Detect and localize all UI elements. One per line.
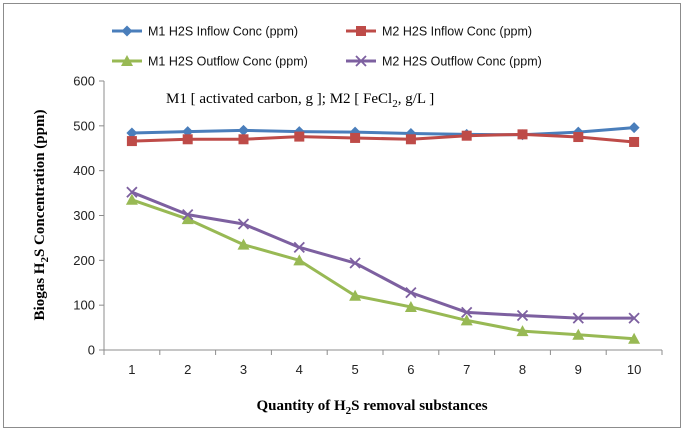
x-tick-label: 8 [519,362,526,377]
legend-label: M1 H2S Inflow Conc (ppm) [148,25,298,39]
x-tick-label: 6 [407,362,414,377]
legend-label: M2 H2S Outflow Conc (ppm) [382,55,542,69]
legend-marker [121,25,133,37]
data-point [516,309,529,322]
legend: M1 H2S Inflow Conc (ppm) M2 H2S Inflow Co… [112,25,542,69]
legend-marker [356,26,366,36]
data-point [516,325,529,337]
y-tick-label: 400 [73,163,95,178]
x-tick-label: 4 [296,362,303,377]
data-point [349,289,362,301]
legend-item: M1 H2S Outflow Conc (ppm) [112,55,308,69]
data-point [572,328,585,340]
data-point [461,306,473,318]
legend-label: M2 H2S Inflow Conc (ppm) [382,25,532,39]
axes: 0 100 200 300 400 500 600 1 2 3 4 5 6 7 8 9 10 [73,74,663,377]
chart-annotation: M1 [ activated carbon, g ]; M2 [ FeCl2, … [166,91,434,110]
series-line [131,198,635,341]
legend-label: M1 H2S Outflow Conc (ppm) [148,55,308,69]
legend-item: M2 H2S Outflow Conc (ppm) [346,55,542,69]
data-point [628,332,641,344]
chart-frame [3,3,681,428]
data-point [628,122,640,134]
series-line [131,132,635,144]
x-tick-label: 7 [463,362,470,377]
data-point [237,218,250,230]
series-4 [126,186,640,324]
y-tick-label: 300 [73,208,95,223]
data-point [460,314,473,326]
x-tick-label: 1 [128,362,135,377]
x-axis-title: Quantity of H2S removal substances [256,398,487,417]
data-point [181,213,194,225]
data-point [572,312,584,324]
data-point [294,131,305,142]
y-axis-title: Biogas H2S Concentration (ppm) [32,110,51,321]
series-line [131,190,635,320]
data-point [293,241,305,253]
data-point [238,134,249,145]
data-point [405,286,417,299]
data-point [404,300,417,312]
data-point [349,257,361,269]
data-point [350,132,361,143]
legend-marker [121,55,133,66]
x-tick-label: 9 [575,362,582,377]
legend-item: M1 H2S Inflow Conc (ppm) [112,25,298,39]
data-point [573,132,584,143]
data-point [405,134,416,145]
y-tick-label: 600 [73,74,95,89]
data-point [126,127,138,139]
data-point [461,130,472,141]
series-line [131,126,635,137]
y-tick-label: 200 [73,253,95,268]
data-point [126,186,138,198]
y-tick-label: 0 [88,343,95,358]
data-point [237,238,250,250]
x-tick-label: 3 [240,362,247,377]
series-3 [125,193,641,344]
data-point [182,134,193,145]
y-tick-label: 500 [73,118,95,133]
data-point [126,136,137,147]
data-point [517,129,528,140]
data-point [293,254,306,266]
data-point [238,124,249,136]
legend-item: M2 H2S Inflow Conc (ppm) [346,25,532,39]
y-tick-label: 100 [73,298,95,313]
data-point [182,208,194,221]
legend-marker [355,55,367,67]
x-tick-label: 2 [184,362,191,377]
x-tick-label: 10 [627,362,641,377]
data-point [628,312,640,324]
plot-area [125,122,641,344]
data-point [629,136,640,147]
data-point [125,193,138,205]
series-2 [126,129,640,147]
x-tick-label: 5 [351,362,358,377]
